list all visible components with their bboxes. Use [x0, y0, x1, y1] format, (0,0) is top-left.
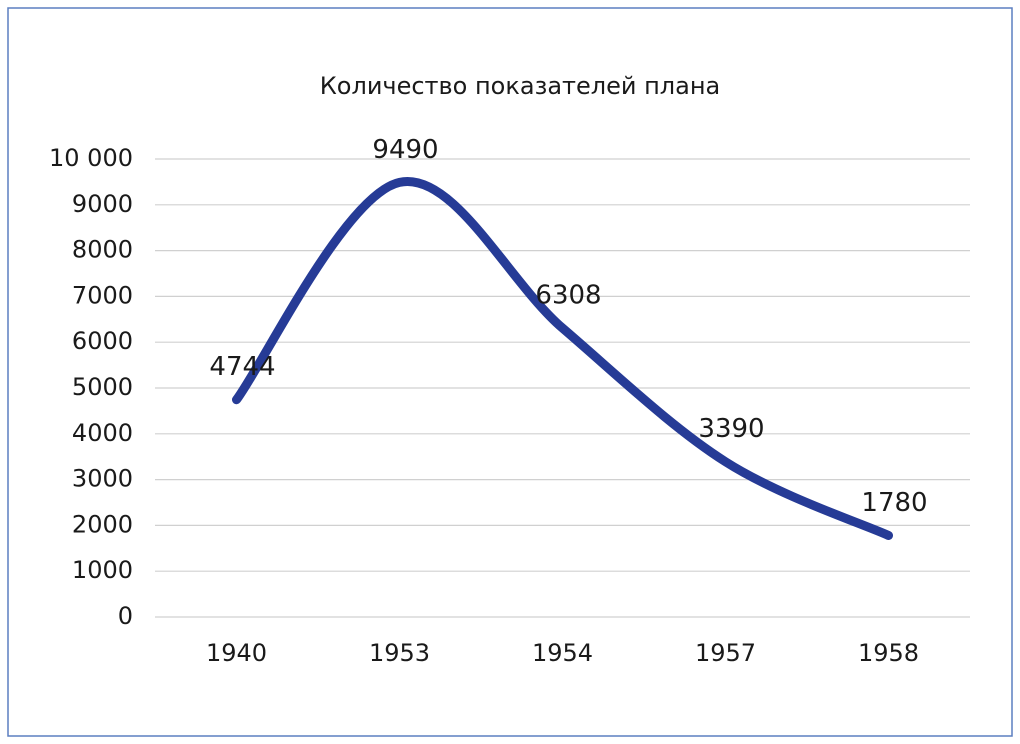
chart-title: Количество показателей плана	[320, 72, 721, 100]
data-label: 6308	[535, 281, 601, 311]
data-label: 3390	[698, 414, 764, 444]
x-tick-label: 1958	[858, 639, 919, 667]
y-tick-label: 5000	[72, 373, 133, 401]
data-label: 4744	[209, 352, 275, 382]
y-tick-label: 6000	[72, 327, 133, 355]
y-tick-label: 1000	[72, 556, 133, 584]
y-tick-label: 7000	[72, 281, 133, 309]
x-tick-label: 1957	[695, 639, 756, 667]
line	[232, 177, 893, 540]
y-tick-label: 4000	[72, 419, 133, 447]
y-tick-label: 3000	[72, 465, 133, 493]
y-tick-label: 2000	[72, 510, 133, 538]
x-tick-label: 1940	[206, 639, 267, 667]
y-tick-label: 8000	[72, 236, 133, 264]
y-tick-label: 0	[118, 602, 133, 630]
y-tick-label: 10 000	[49, 144, 133, 172]
y-tick-label: 9000	[72, 190, 133, 218]
data-label: 1780	[861, 488, 927, 518]
chart-frame	[7, 7, 1013, 737]
x-tick-label: 1954	[532, 639, 593, 667]
x-tick-label: 1953	[369, 639, 430, 667]
data-label: 9490	[372, 135, 438, 165]
